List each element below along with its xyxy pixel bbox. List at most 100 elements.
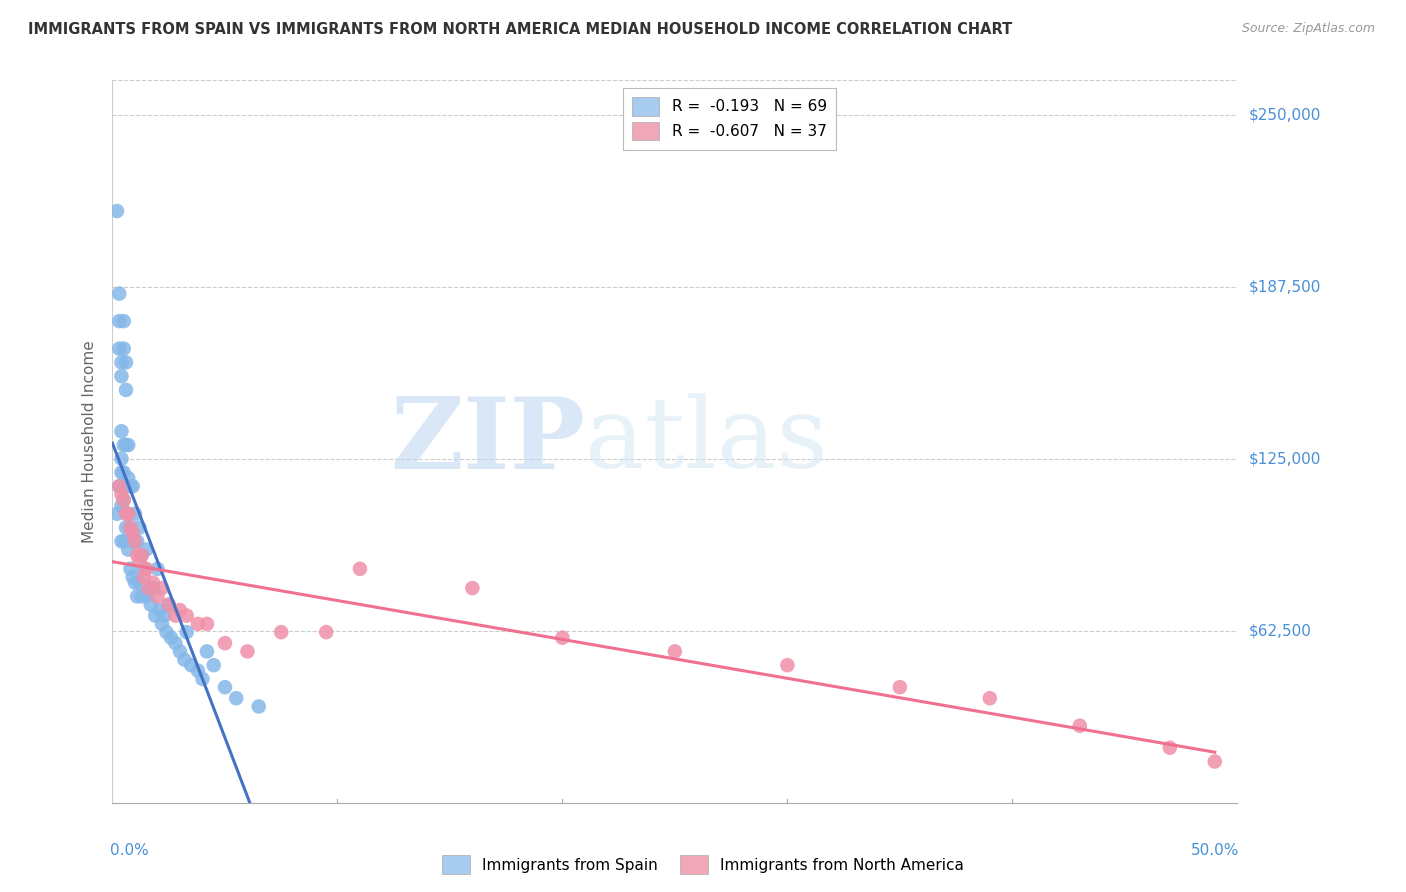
Text: atlas: atlas bbox=[585, 393, 828, 490]
Point bbox=[236, 644, 259, 658]
Point bbox=[132, 570, 155, 584]
Point bbox=[247, 699, 270, 714]
Point bbox=[110, 487, 132, 501]
Point bbox=[157, 598, 180, 612]
Point bbox=[110, 424, 132, 438]
Point bbox=[115, 520, 138, 534]
Point bbox=[124, 534, 146, 549]
Text: 0.0%: 0.0% bbox=[110, 843, 149, 857]
Point bbox=[132, 562, 155, 576]
Point bbox=[349, 562, 371, 576]
Point bbox=[121, 570, 143, 584]
Point bbox=[146, 562, 169, 576]
Point bbox=[139, 598, 162, 612]
Point bbox=[120, 479, 142, 493]
Point bbox=[110, 369, 132, 384]
Point bbox=[115, 355, 138, 369]
Point bbox=[155, 625, 177, 640]
Point bbox=[108, 479, 131, 493]
Text: $125,000: $125,000 bbox=[1249, 451, 1320, 467]
Point bbox=[160, 631, 183, 645]
Point bbox=[142, 581, 165, 595]
Point bbox=[776, 658, 799, 673]
Point bbox=[112, 342, 135, 356]
Point bbox=[121, 479, 143, 493]
Point bbox=[112, 466, 135, 480]
Point bbox=[117, 507, 139, 521]
Point bbox=[127, 534, 149, 549]
Point bbox=[117, 542, 139, 557]
Point bbox=[187, 664, 209, 678]
Point bbox=[225, 691, 247, 706]
Point bbox=[120, 562, 142, 576]
Text: $187,500: $187,500 bbox=[1249, 279, 1320, 294]
Point bbox=[135, 562, 157, 576]
Point bbox=[214, 680, 236, 694]
Point bbox=[108, 314, 131, 328]
Point bbox=[131, 548, 153, 562]
Point bbox=[180, 658, 202, 673]
Point bbox=[138, 581, 160, 595]
Point bbox=[115, 438, 138, 452]
Text: ZIP: ZIP bbox=[389, 393, 585, 490]
Point bbox=[187, 616, 209, 631]
Point bbox=[112, 493, 135, 508]
Point bbox=[979, 691, 1001, 706]
Text: IMMIGRANTS FROM SPAIN VS IMMIGRANTS FROM NORTH AMERICA MEDIAN HOUSEHOLD INCOME C: IMMIGRANTS FROM SPAIN VS IMMIGRANTS FROM… bbox=[28, 22, 1012, 37]
Point bbox=[117, 438, 139, 452]
Point bbox=[551, 631, 574, 645]
Text: $250,000: $250,000 bbox=[1249, 107, 1320, 122]
Point bbox=[135, 542, 157, 557]
Point bbox=[664, 644, 686, 658]
Point bbox=[112, 314, 135, 328]
Point bbox=[108, 342, 131, 356]
Point bbox=[121, 526, 143, 541]
Point bbox=[120, 520, 142, 534]
Text: Source: ZipAtlas.com: Source: ZipAtlas.com bbox=[1241, 22, 1375, 36]
Y-axis label: Median Household Income: Median Household Income bbox=[82, 340, 97, 543]
Point bbox=[121, 534, 143, 549]
Point bbox=[195, 616, 218, 631]
Point bbox=[127, 548, 149, 562]
Point bbox=[108, 286, 131, 301]
Point bbox=[127, 590, 149, 604]
Point bbox=[173, 653, 195, 667]
Point bbox=[115, 383, 138, 397]
Point bbox=[115, 479, 138, 493]
Point bbox=[131, 590, 153, 604]
Point bbox=[889, 680, 911, 694]
Point bbox=[110, 466, 132, 480]
Point bbox=[143, 608, 166, 623]
Point bbox=[112, 438, 135, 452]
Point bbox=[157, 598, 180, 612]
Point bbox=[110, 534, 132, 549]
Point bbox=[191, 672, 214, 686]
Legend: Immigrants from Spain, Immigrants from North America: Immigrants from Spain, Immigrants from N… bbox=[436, 849, 970, 880]
Point bbox=[105, 204, 128, 219]
Point bbox=[153, 608, 176, 623]
Legend: R =  -0.193   N = 69, R =  -0.607   N = 37: R = -0.193 N = 69, R = -0.607 N = 37 bbox=[623, 88, 837, 150]
Point bbox=[176, 608, 198, 623]
Point bbox=[124, 575, 146, 590]
Point bbox=[142, 575, 165, 590]
Point bbox=[149, 603, 172, 617]
Point bbox=[135, 590, 157, 604]
Point bbox=[1204, 755, 1226, 769]
Point bbox=[117, 507, 139, 521]
Point bbox=[169, 603, 191, 617]
Point bbox=[138, 581, 160, 595]
Point bbox=[176, 625, 198, 640]
Point bbox=[110, 451, 132, 466]
Point bbox=[128, 575, 150, 590]
Text: 50.0%: 50.0% bbox=[1191, 843, 1240, 857]
Point bbox=[124, 507, 146, 521]
Text: $62,500: $62,500 bbox=[1249, 624, 1312, 639]
Point bbox=[150, 581, 173, 595]
Point bbox=[110, 499, 132, 513]
Point bbox=[131, 548, 153, 562]
Point bbox=[169, 644, 191, 658]
Point bbox=[195, 644, 218, 658]
Point bbox=[105, 507, 128, 521]
Point bbox=[115, 507, 138, 521]
Point bbox=[108, 479, 131, 493]
